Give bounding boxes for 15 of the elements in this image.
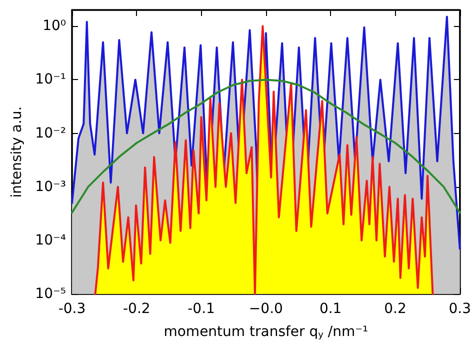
x-tick-label: -0.3	[58, 301, 86, 317]
y-tick-label: 10⁻¹	[35, 72, 66, 88]
y-axis-title: intensity a.u.	[9, 106, 25, 198]
y-tick-label: 10⁻⁴	[35, 232, 66, 248]
y-tick-label: 10⁻³	[35, 178, 66, 195]
x-tick-label: -0.1	[188, 301, 215, 317]
x-tick-label: 0.1	[319, 301, 342, 317]
y-tick-label: 10⁰	[42, 18, 66, 34]
y-tick-label: 10⁻²	[35, 125, 66, 142]
x-tick-label: 0.3	[448, 301, 471, 317]
x-tick-label: −0.0	[248, 301, 283, 317]
x-tick-label: -0.2	[122, 301, 150, 317]
x-tick-label: 0.2	[384, 301, 406, 317]
line-series	[71, 78, 461, 214]
y-tick-label: 10⁻⁵	[35, 286, 66, 302]
